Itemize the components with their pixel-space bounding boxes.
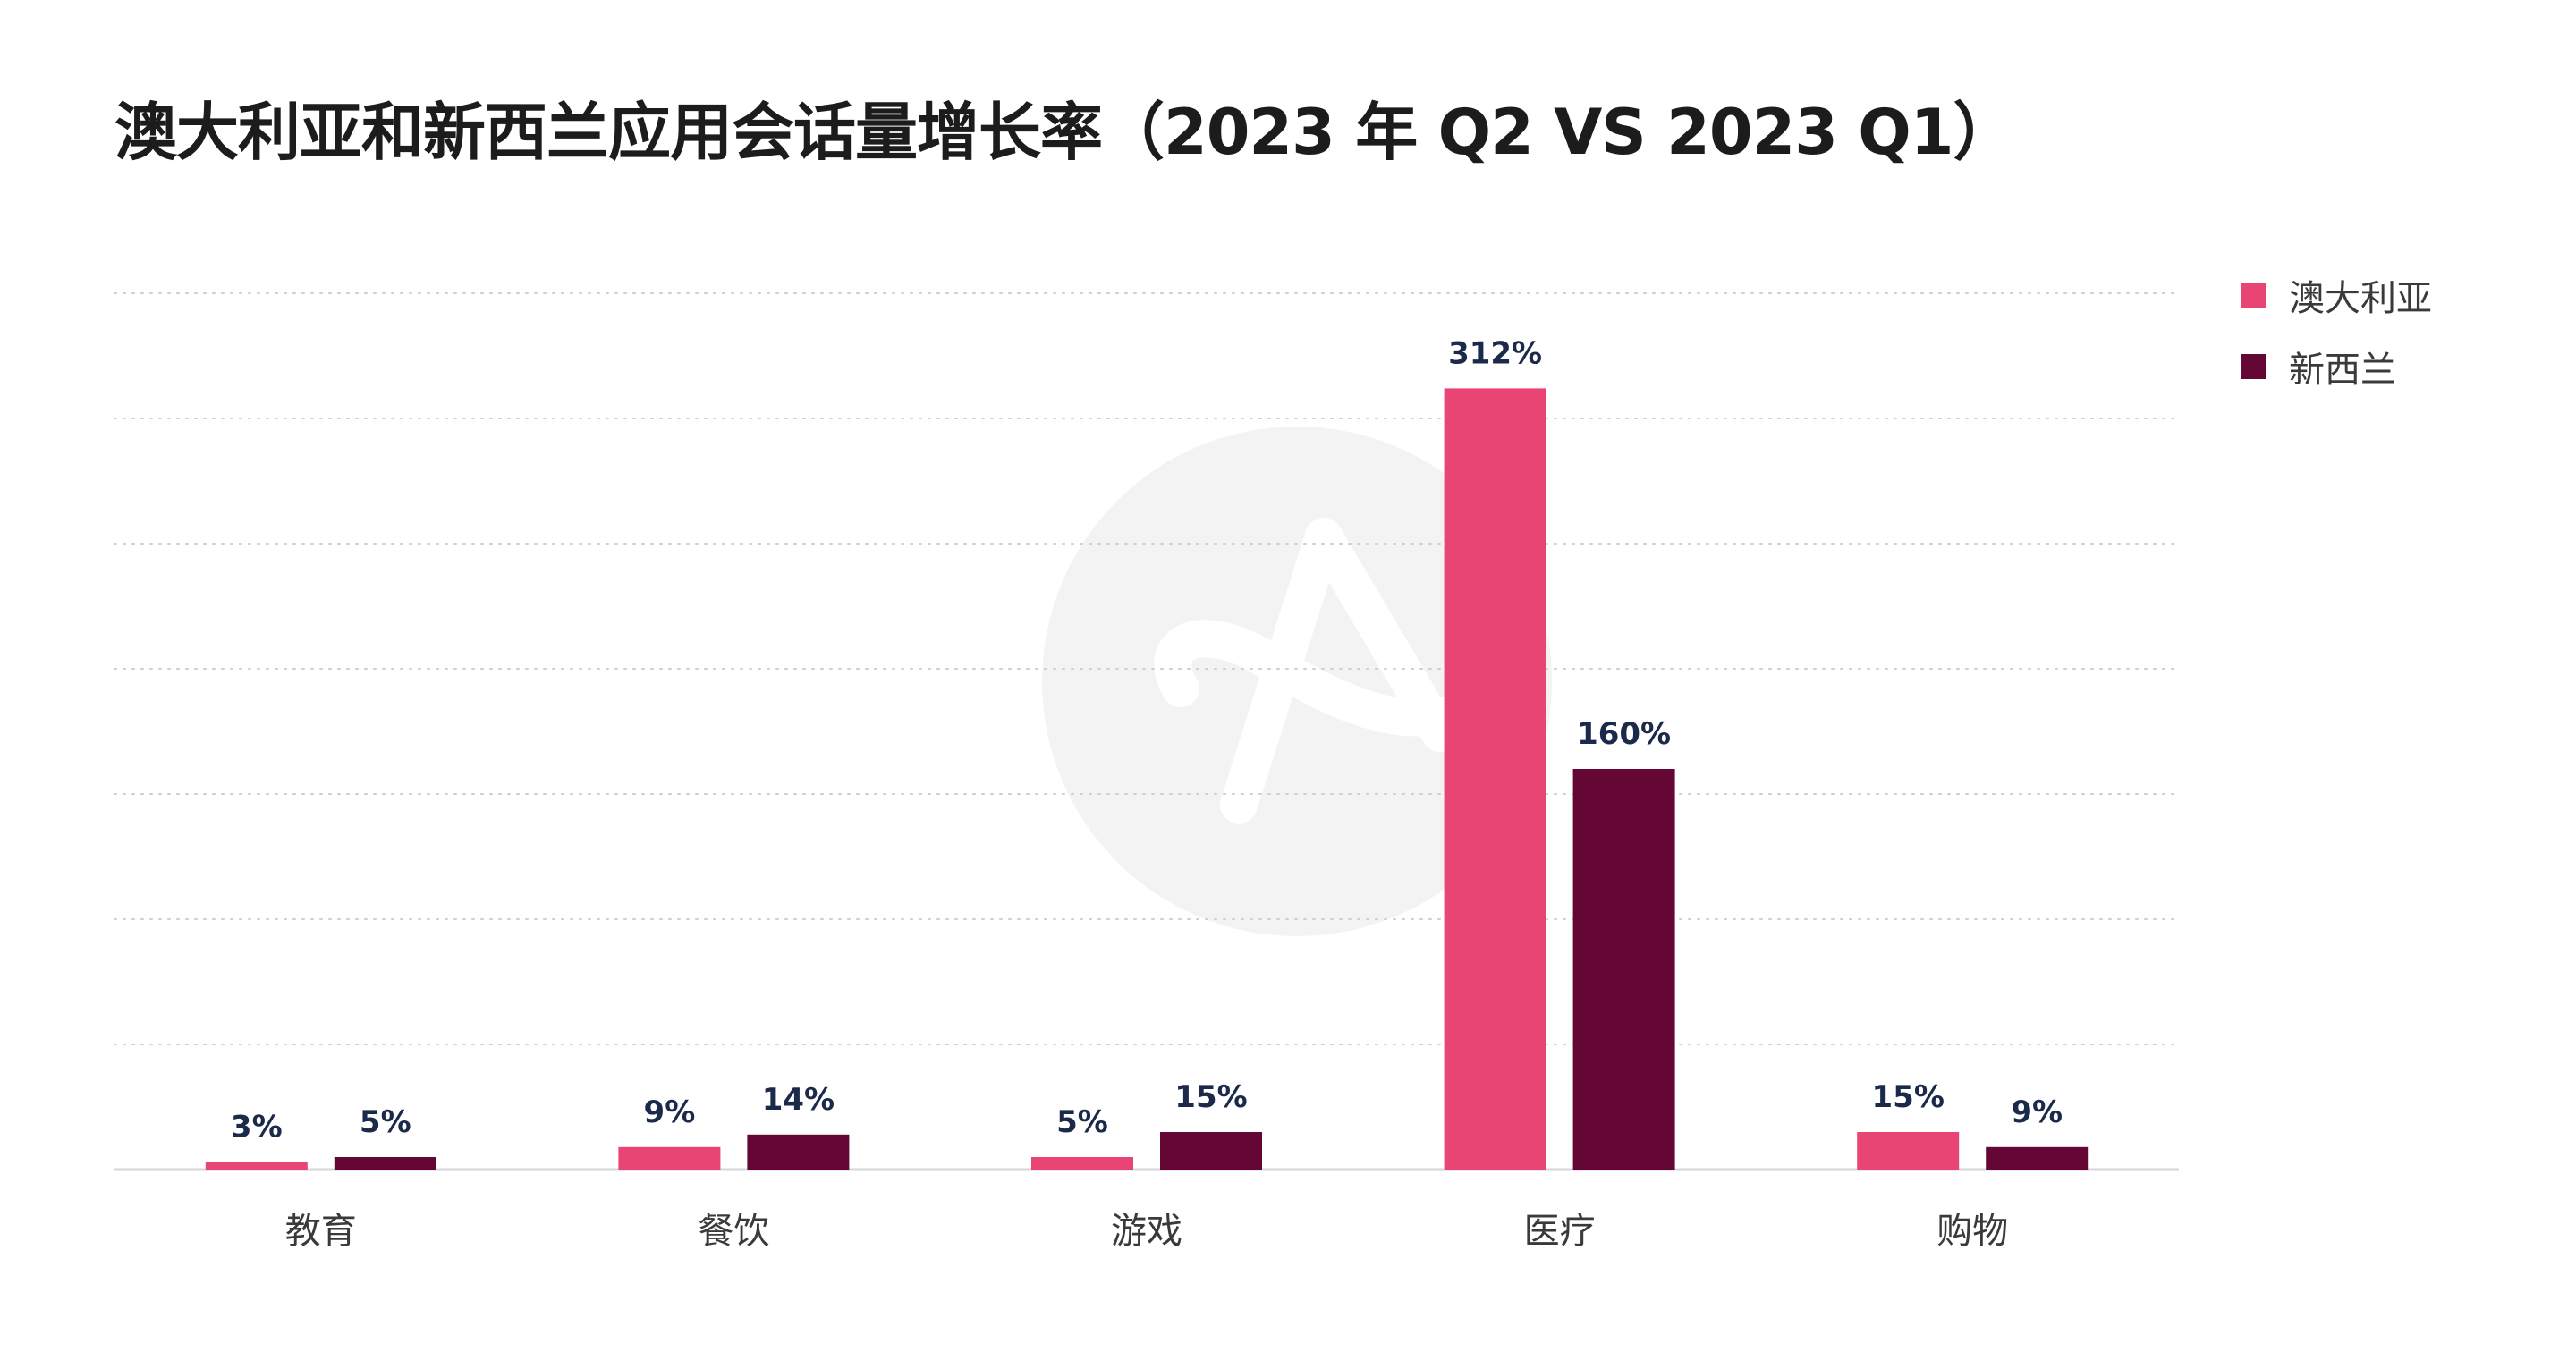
legend-label-australia: 澳大利亚 [2289, 278, 2432, 319]
bar-new-zealand-2 [1160, 1132, 1262, 1170]
category-label-4: 购物 [1936, 1211, 2008, 1252]
data-label-australia-0: 3% [231, 1110, 283, 1145]
category-label-0: 教育 [285, 1211, 357, 1252]
legend-item-australia: 澳大利亚 [2241, 275, 2432, 319]
legend-swatch-australia [2241, 283, 2266, 308]
data-label-new-zealand-0: 5% [360, 1104, 411, 1140]
legend-swatch-new-zealand [2241, 354, 2266, 379]
data-label-australia-2: 5% [1056, 1104, 1108, 1140]
bar-australia-4 [1857, 1132, 1960, 1170]
bar-australia-2 [1031, 1157, 1133, 1170]
category-label-1: 餐饮 [698, 1211, 769, 1252]
bar-australia-1 [618, 1146, 721, 1170]
data-label-new-zealand-4: 9% [2011, 1094, 2063, 1130]
data-label-australia-3: 312% [1448, 335, 1542, 371]
data-label-new-zealand-3: 160% [1577, 716, 1671, 752]
bar-new-zealand-1 [747, 1134, 850, 1170]
bar-australia-3 [1444, 388, 1546, 1170]
category-label-3: 医疗 [1524, 1211, 1596, 1252]
data-label-new-zealand-2: 15% [1174, 1079, 1247, 1115]
category-label-2: 游戏 [1111, 1211, 1182, 1252]
legend-item-new-zealand: 新西兰 [2241, 347, 2432, 391]
data-label-new-zealand-1: 14% [762, 1082, 835, 1118]
data-label-australia-4: 15% [1872, 1079, 1945, 1115]
legend-label-new-zealand: 新西兰 [2289, 350, 2396, 391]
chart-title: 澳大利亚和新西兰应用会话量增长率（2023 年 Q2 VS 2023 Q1） [114, 96, 2016, 169]
app-logo-icon [1042, 427, 1552, 936]
bar-australia-0 [205, 1162, 308, 1170]
bar-new-zealand-0 [334, 1157, 436, 1170]
legend: 澳大利亚 新西兰 [2241, 275, 2432, 418]
data-label-australia-1: 9% [644, 1094, 696, 1130]
bar-new-zealand-3 [1572, 769, 1675, 1170]
bar-new-zealand-4 [1986, 1146, 2089, 1170]
